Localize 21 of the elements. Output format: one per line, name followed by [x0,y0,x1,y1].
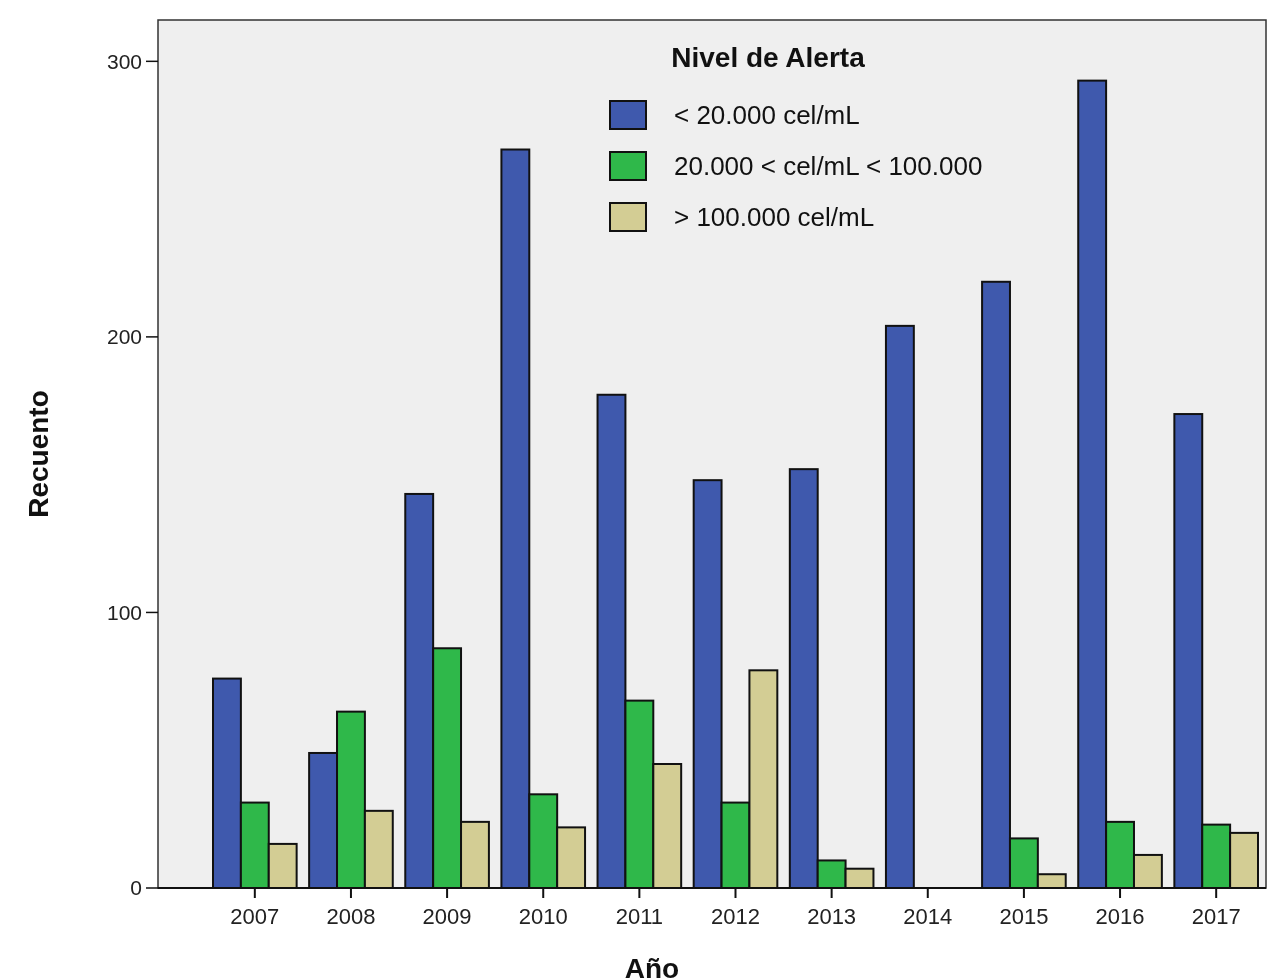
legend-title: Nivel de Alerta [671,42,866,73]
y-tick-label: 100 [106,600,142,624]
y-tick-label: 0 [130,876,142,900]
x-tick-label: 2010 [518,904,568,929]
x-tick-label: 2012 [711,904,760,929]
legend-label: < 20.000 cel/mL [674,100,860,131]
x-tick-label: 2007 [230,904,280,929]
legend-label: > 100.000 cel/mL [674,202,875,233]
x-tick-label: 2015 [999,904,1049,929]
x-tick-label: 2009 [422,904,472,929]
x-tick-label: 2014 [903,904,953,929]
x-tick-label: 2016 [1095,904,1145,929]
x-tick-label: 2013 [807,904,857,929]
y-axis-title: Recuento [23,390,54,518]
y-tick-label: 300 [106,49,142,73]
x-tick-label: 2011 [615,904,664,929]
x-tick-label: 2017 [1191,904,1241,929]
x-tick-label: 2008 [326,904,376,929]
legend-label: 20.000 < cel/mL < 100.000 [674,151,983,182]
y-tick-label: 200 [106,325,142,349]
x-axis-title: Año [624,953,680,980]
